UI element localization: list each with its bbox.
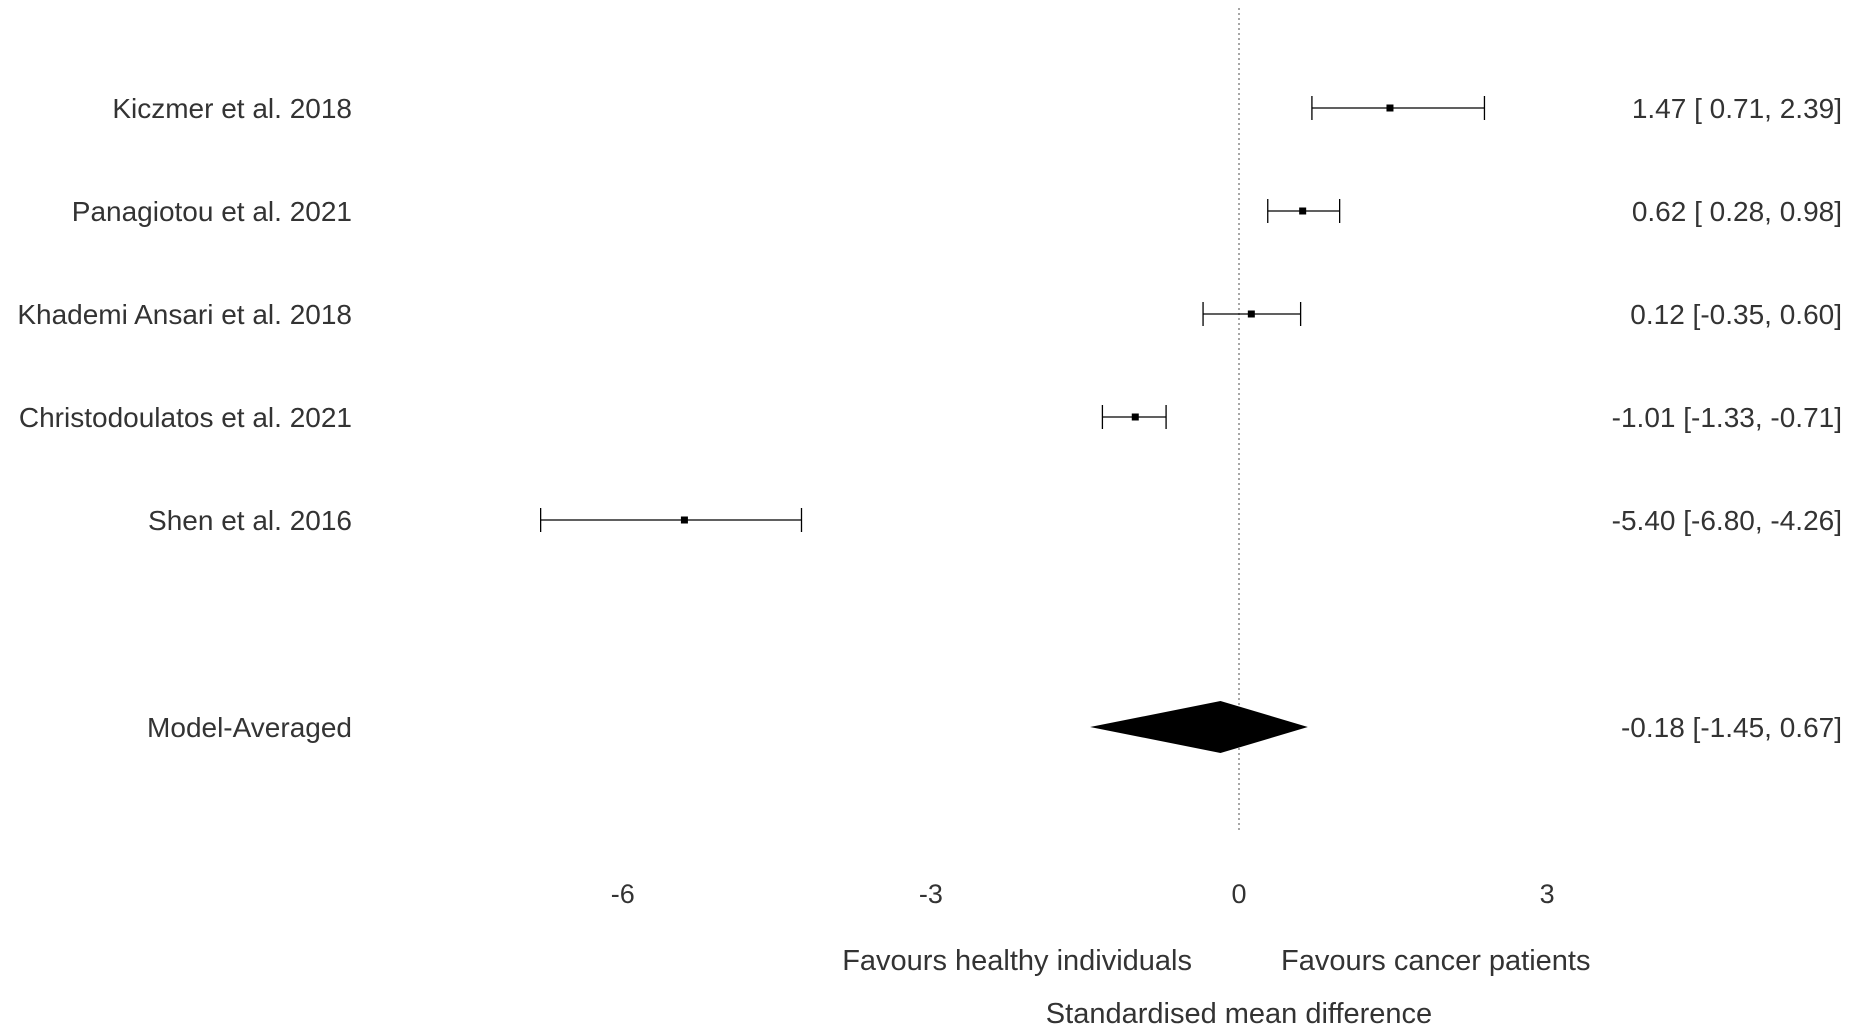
study-row: Khademi Ansari et al. 2018 0.12 [-0.35, 0… — [17, 299, 1842, 330]
direction-label-left: Favours healthy individuals — [842, 945, 1192, 977]
point-estimate-marker — [680, 516, 688, 524]
study-row: Kiczmer et al. 2018 1.47 [ 0.71, 2.39] — [112, 93, 1842, 124]
effect-estimate-label: -5.40 [-6.80, -4.26] — [1612, 505, 1842, 536]
effect-estimate-label: 1.47 [ 0.71, 2.39] — [1632, 93, 1842, 124]
study-name: Panagiotou et al. 2021 — [72, 196, 352, 227]
study-row: Christodoulatos et al. 2021 -1.01 [-1.33,… — [19, 402, 1842, 433]
direction-label-right: Favours cancer patients — [1281, 945, 1590, 977]
study-name: Khademi Ansari et al. 2018 — [17, 299, 352, 330]
summary-row: Model-Averaged -0.18 [-1.45, 0.67] — [147, 701, 1842, 753]
x-tick-label: 3 — [1540, 879, 1555, 909]
point-estimate-marker — [1131, 413, 1139, 421]
study-row: Panagiotou et al. 2021 0.62 [ 0.28, 0.98] — [72, 196, 1842, 227]
x-axis-ticks: -6 -3 0 3 — [611, 879, 1555, 909]
study-row: Shen et al. 2016 -5.40 [-6.80, -4.26] — [148, 505, 1842, 536]
study-rows: Kiczmer et al. 2018 1.47 [ 0.71, 2.39] Pan… — [17, 93, 1842, 536]
effect-estimate-label: -1.01 [-1.33, -0.71] — [1612, 402, 1842, 433]
point-estimate-marker — [1247, 310, 1255, 318]
point-estimate-marker — [1299, 207, 1307, 215]
summary-diamond — [1090, 701, 1308, 753]
x-axis-title: Standardised mean difference — [1046, 998, 1432, 1030]
effect-estimate-label: 0.12 [-0.35, 0.60] — [1630, 299, 1842, 330]
x-tick-label: -6 — [611, 879, 635, 909]
x-tick-label: 0 — [1231, 879, 1246, 909]
point-estimate-marker — [1386, 104, 1394, 112]
x-tick-label: -3 — [919, 879, 943, 909]
study-name: Kiczmer et al. 2018 — [112, 93, 352, 124]
summary-name: Model-Averaged — [147, 712, 352, 743]
study-name: Shen et al. 2016 — [148, 505, 352, 536]
effect-estimate-label: 0.62 [ 0.28, 0.98] — [1632, 196, 1842, 227]
study-name: Christodoulatos et al. 2021 — [19, 402, 352, 433]
summary-estimate-label: -0.18 [-1.45, 0.67] — [1621, 712, 1842, 743]
